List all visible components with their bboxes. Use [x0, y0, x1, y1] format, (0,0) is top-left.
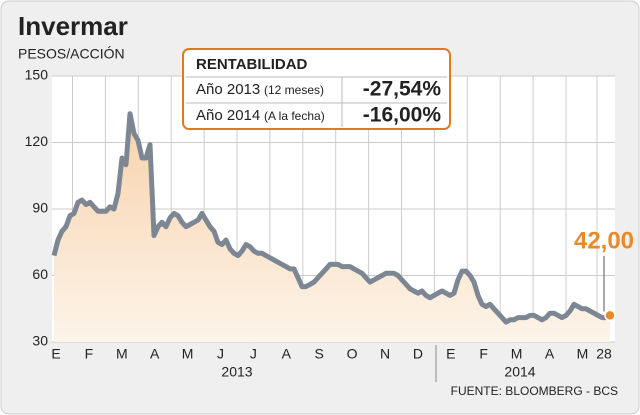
x-tick-label: A [150, 346, 160, 362]
year-label: 2013 [221, 364, 252, 380]
x-tick-label: A [282, 346, 292, 362]
y-tick-label: 90 [32, 200, 48, 216]
x-tick-label: S [315, 346, 324, 362]
y-tick-label: 30 [32, 333, 48, 349]
x-tick-label: J [217, 346, 224, 362]
box-value: -16,00% [363, 104, 442, 127]
box-title: RENTABILIDAD [196, 56, 308, 73]
end-label: 42,00 [574, 227, 634, 254]
year-label: 2014 [504, 364, 535, 380]
x-tick-label: A [545, 346, 555, 362]
x-tick-label: E [446, 346, 455, 362]
x-tick-label: F [479, 346, 488, 362]
y-tick-label: 150 [25, 67, 49, 83]
x-tick-label: M [511, 346, 523, 362]
chart-title: Invermar [18, 11, 128, 41]
returns-box: RENTABILIDAD Año 2013 (12 meses) -27,54%… [182, 48, 451, 130]
x-tick-label: M [116, 346, 128, 362]
x-tick-label: E [51, 346, 60, 362]
box-note: (12 meses) [264, 83, 324, 97]
area [54, 113, 610, 342]
x-tick-label: J [250, 346, 257, 362]
box-frame [182, 48, 451, 130]
end-point [604, 309, 616, 322]
x-tick-label: N [380, 346, 390, 362]
box-value: -27,54% [363, 78, 442, 101]
source: FUENTE: BLOOMBERG - BCS [451, 384, 618, 398]
y-tick-label: 120 [25, 133, 49, 149]
y-tick-label: 60 [32, 266, 48, 282]
x-tick-label: 28 [596, 346, 612, 362]
x-tick-label: M [182, 346, 194, 362]
box-note: (A la fecha) [264, 109, 325, 123]
plot: 42,00 [51, 111, 634, 342]
x-tick-label: M [577, 346, 589, 362]
box-year: Año 2013 [196, 81, 260, 98]
box-year: Año 2014 [196, 107, 260, 124]
line [51, 111, 612, 325]
x-tick-label: O [347, 346, 358, 362]
y-axis-label: PESOS/ACCIÓN [18, 46, 125, 62]
x-tick-label: F [85, 346, 94, 362]
x-tick-label: D [413, 346, 423, 362]
